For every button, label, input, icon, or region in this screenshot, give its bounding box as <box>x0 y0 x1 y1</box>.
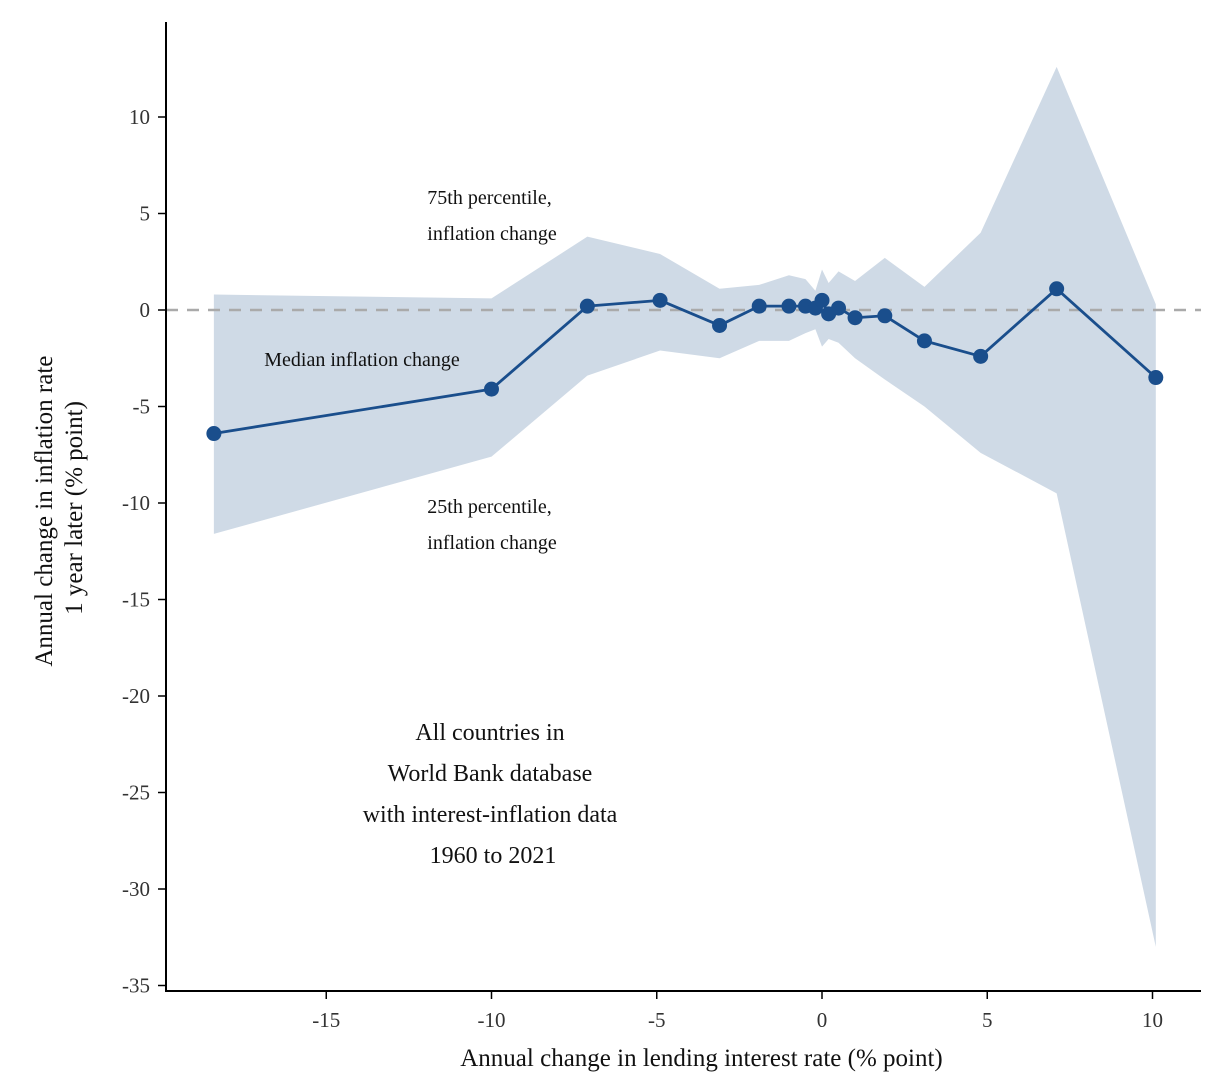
y-tick-label: -30 <box>122 877 150 901</box>
data-source-note: All countries in World Bank database wit… <box>363 720 624 869</box>
note-line-1: All countries in <box>415 720 564 746</box>
percentile-band <box>213 66 1156 947</box>
y-axis-label: Annual change in inflation rate 1 year l… <box>31 349 88 666</box>
percentile-band-layer <box>213 66 1156 947</box>
median-annotation: Median inflation change <box>264 349 460 371</box>
median-point <box>579 298 595 314</box>
y-tick-label: -25 <box>122 781 150 805</box>
y-tick-label: 10 <box>129 105 150 129</box>
median-point <box>652 292 668 308</box>
note-line-2: World Bank database <box>388 761 593 787</box>
p25-annotation: 25th percentile, inflation change <box>427 496 557 554</box>
median-point <box>206 426 222 442</box>
median-point <box>877 308 893 324</box>
y-tick-label: -10 <box>122 491 150 515</box>
y-axis-label-line-2: 1 year later (% point) <box>61 401 88 615</box>
x-tick-label: 5 <box>982 1008 993 1032</box>
p75-annotation-line-2: inflation change <box>427 223 557 245</box>
median-point <box>751 298 767 314</box>
note-line-3: with interest-inflation data <box>363 802 618 828</box>
median-points-layer <box>206 281 1164 442</box>
median-point <box>712 317 728 333</box>
note-line-4: 1960 to 2021 <box>430 843 557 869</box>
x-tick-label: -10 <box>478 1008 506 1032</box>
median-point <box>781 298 797 314</box>
median-point <box>484 381 499 397</box>
x-axis-label: Annual change in lending interest rate (… <box>460 1045 942 1072</box>
p75-annotation-line-1: 75th percentile, <box>427 187 551 209</box>
y-tick-label: -20 <box>122 684 150 708</box>
p75-annotation: 75th percentile, inflation change <box>427 187 557 245</box>
median-point <box>814 292 830 308</box>
x-tick-label: -15 <box>312 1008 340 1032</box>
y-tick-label: 0 <box>140 298 151 322</box>
y-tick-label: -5 <box>133 395 151 419</box>
y-tick-label: 5 <box>140 202 151 226</box>
median-point <box>916 333 932 349</box>
median-point <box>847 310 863 326</box>
axis-ticks: 10 5 0 -5 -10 -15 -20 -25 -30 -35 -15 -10 -5 0 5 10 <box>122 105 1163 1032</box>
median-point <box>1148 370 1164 386</box>
median-point <box>973 348 989 364</box>
y-tick-label: -15 <box>122 588 150 612</box>
x-tick-label: -5 <box>648 1008 666 1032</box>
median-point <box>1049 281 1065 297</box>
p25-annotation-line-1: 25th percentile, <box>427 496 551 518</box>
x-tick-label: 10 <box>1142 1008 1163 1032</box>
median-point <box>831 300 847 316</box>
x-tick-label: 0 <box>817 1008 828 1032</box>
y-tick-label: -35 <box>122 974 150 998</box>
y-axis-label-line-1: Annual change in inflation rate <box>31 356 58 667</box>
plot-frame <box>165 22 1201 992</box>
p25-annotation-line-2: inflation change <box>427 532 557 554</box>
